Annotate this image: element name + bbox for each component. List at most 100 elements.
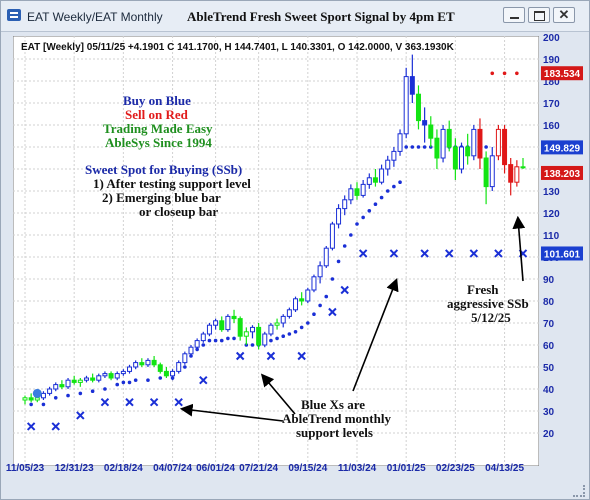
support-dot xyxy=(41,402,46,407)
price-bar xyxy=(53,382,59,392)
support-dot xyxy=(502,71,507,76)
plot-background xyxy=(13,36,539,466)
bar-body xyxy=(342,199,348,210)
price-bar xyxy=(391,147,397,167)
bar-body xyxy=(336,208,342,225)
support-dot xyxy=(127,380,132,385)
support-dot xyxy=(416,145,421,149)
annotation-arrows xyxy=(179,215,526,422)
bar-body xyxy=(366,177,372,185)
price-bar xyxy=(452,138,458,180)
blue-xs-line2: AbleTrend monthly xyxy=(282,411,391,426)
support-dot xyxy=(195,347,199,352)
bar-body xyxy=(317,265,323,278)
bar-body xyxy=(102,373,108,377)
support-dot xyxy=(515,71,519,76)
bar-body xyxy=(274,322,280,326)
price-bar xyxy=(403,67,409,139)
price-bar xyxy=(409,54,415,103)
bar-body xyxy=(280,315,286,324)
support-dot xyxy=(219,338,224,343)
minimize-icon xyxy=(510,17,519,19)
bar-body xyxy=(372,177,378,183)
x-tick-label: 02/18/24 xyxy=(104,463,143,474)
price-bar xyxy=(385,155,391,176)
price-bar xyxy=(422,107,428,143)
bar-body xyxy=(53,384,59,390)
support-dot xyxy=(367,209,372,213)
close-button[interactable]: ✕ xyxy=(553,7,575,23)
support-dot xyxy=(422,145,427,149)
bar-body xyxy=(163,370,169,377)
price-bar xyxy=(495,125,501,161)
support-dots xyxy=(29,71,519,407)
x-stroke-b xyxy=(445,249,454,258)
fresh-ssb-line1: Fresh xyxy=(467,282,499,297)
support-dot xyxy=(312,312,316,317)
support-dot xyxy=(342,244,347,248)
bar-body xyxy=(71,379,77,383)
price-bar xyxy=(440,125,446,163)
support-dot xyxy=(66,393,70,398)
support-x-mark xyxy=(125,397,134,407)
price-bar xyxy=(114,371,120,381)
bar-info-line: EAT [Weekly] 05/11/25 +4.1901 C 141.1700… xyxy=(21,42,454,53)
support-dot xyxy=(281,334,286,339)
price-bar xyxy=(471,125,477,161)
bar-body xyxy=(120,370,126,375)
minimize-button[interactable] xyxy=(503,7,525,23)
x-stroke-b xyxy=(51,422,60,431)
x-stroke-b xyxy=(494,249,503,258)
bar-body xyxy=(225,315,231,331)
support-dot xyxy=(250,343,255,347)
support-dot xyxy=(53,396,58,400)
price-bar xyxy=(182,351,188,365)
bar-body xyxy=(127,366,133,372)
bar-body xyxy=(483,157,489,188)
fresh-ssb-line2: aggressive SSb xyxy=(447,296,529,311)
bar-body xyxy=(415,93,421,122)
price-bar xyxy=(219,316,225,332)
price-bar xyxy=(151,356,157,367)
price-bar xyxy=(323,246,329,268)
bar-body xyxy=(114,373,120,379)
support-dot xyxy=(392,184,396,189)
window-tab-title[interactable]: EAT Weekly/EAT Monthly xyxy=(27,10,163,24)
price-bar xyxy=(47,386,53,396)
support-dot xyxy=(29,402,33,407)
price-bar xyxy=(28,393,34,403)
support-dot xyxy=(306,321,310,325)
price-bar xyxy=(415,85,421,130)
bar-body xyxy=(403,76,409,135)
price-bar xyxy=(139,358,145,367)
bar-body xyxy=(502,128,508,166)
support-dot xyxy=(287,332,292,336)
trading-made-easy-label: Trading Made Easy xyxy=(103,121,213,136)
x-tick-label: 01/01/25 xyxy=(387,463,426,474)
maximize-button[interactable] xyxy=(528,7,550,23)
resize-grip[interactable] xyxy=(573,485,585,497)
price-bar xyxy=(520,158,526,169)
bar-body xyxy=(40,392,46,399)
support-x-mark xyxy=(389,249,399,258)
bar-body xyxy=(477,128,483,159)
bar-body xyxy=(514,166,520,183)
support-x-mark xyxy=(445,249,454,258)
price-bar xyxy=(459,142,465,174)
price-plot-area[interactable] xyxy=(13,36,539,466)
bar-body xyxy=(329,223,335,249)
price-bar xyxy=(336,204,342,229)
support-dot xyxy=(324,294,329,299)
price-bar xyxy=(434,129,440,169)
bar-body xyxy=(90,377,96,381)
price-bar xyxy=(71,375,77,385)
bar-body xyxy=(508,164,514,183)
bar-body xyxy=(428,124,434,139)
chart-title: AbleTrend Fresh Sweet Sport Signal by 4p… xyxy=(187,9,455,24)
price-tag: 183.534 xyxy=(541,66,583,81)
price-bar xyxy=(213,318,219,330)
support-dot xyxy=(133,378,138,383)
bar-body xyxy=(22,397,28,401)
price-axis[interactable]: 2030405060708090100110120130140150160170… xyxy=(539,26,585,496)
